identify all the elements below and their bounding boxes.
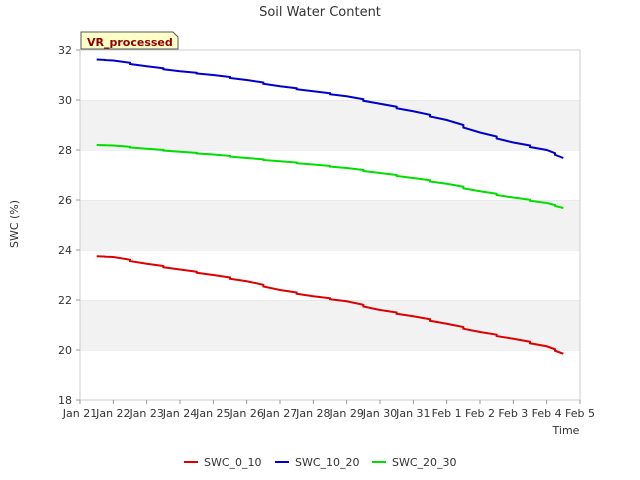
series-lines — [96, 58, 564, 355]
vr-processed-badge: VR_processed — [80, 31, 179, 50]
grid-band — [80, 150, 580, 200]
y-tick-label: 26 — [58, 194, 72, 207]
x-tick-label: Jan 22 — [95, 407, 130, 420]
series-line-swc-20-30 — [96, 144, 564, 209]
grid-band — [80, 200, 580, 250]
plot-background-bands — [80, 49, 580, 400]
y-tick-label: 32 — [58, 44, 72, 57]
series-line-swc-10-20 — [96, 58, 564, 159]
y-tick-label: 18 — [58, 394, 72, 407]
x-tick-label: Jan 24 — [162, 407, 197, 420]
grid-band — [80, 300, 580, 350]
x-tick-label: Jan 26 — [228, 407, 263, 420]
y-axis: 18 20 22 24 26 28 30 32 — [58, 44, 80, 407]
legend-label: SWC_10_20 — [295, 456, 360, 469]
x-tick-label: Jan 31 — [395, 407, 430, 420]
x-tick-label: Feb 1 — [432, 407, 462, 420]
x-tick-label: Feb 2 — [465, 407, 495, 420]
y-tick-label: 30 — [58, 94, 72, 107]
legend-label: SWC_0_10 — [204, 456, 262, 469]
y-tick-label: 22 — [58, 294, 72, 307]
grid-band — [80, 50, 580, 100]
chart-title: Soil Water Content — [259, 5, 381, 20]
x-tick-label: Jan 25 — [195, 407, 230, 420]
x-tick-label: Jan 21 — [62, 407, 97, 420]
legend: SWC_0_10 SWC_10_20 SWC_20_30 — [184, 456, 457, 469]
x-tick-label: Feb 4 — [532, 407, 562, 420]
y-axis-label: SWC (%) — [8, 200, 21, 248]
x-tick-label: Jan 27 — [262, 407, 297, 420]
vr-processed-label: VR_processed — [87, 36, 173, 49]
grid-band — [80, 350, 580, 400]
y-tick-label: 20 — [58, 344, 72, 357]
x-tick-label: Jan 28 — [295, 407, 330, 420]
x-axis-label: Time — [552, 424, 580, 437]
plot-area-frame — [79, 49, 581, 401]
x-tick-label: Feb 3 — [498, 407, 528, 420]
legend-label: SWC_20_30 — [392, 456, 457, 469]
grid-band — [80, 250, 580, 300]
x-tick-label: Jan 23 — [128, 407, 163, 420]
x-tick-label: Feb 5 — [565, 407, 595, 420]
x-tick-label: Jan 30 — [362, 407, 397, 420]
grid-band — [80, 100, 580, 150]
y-tick-label: 28 — [58, 144, 72, 157]
x-tick-label: Jan 29 — [328, 407, 363, 420]
series-line-swc-0-10 — [96, 255, 564, 355]
y-tick-label: 24 — [58, 244, 72, 257]
